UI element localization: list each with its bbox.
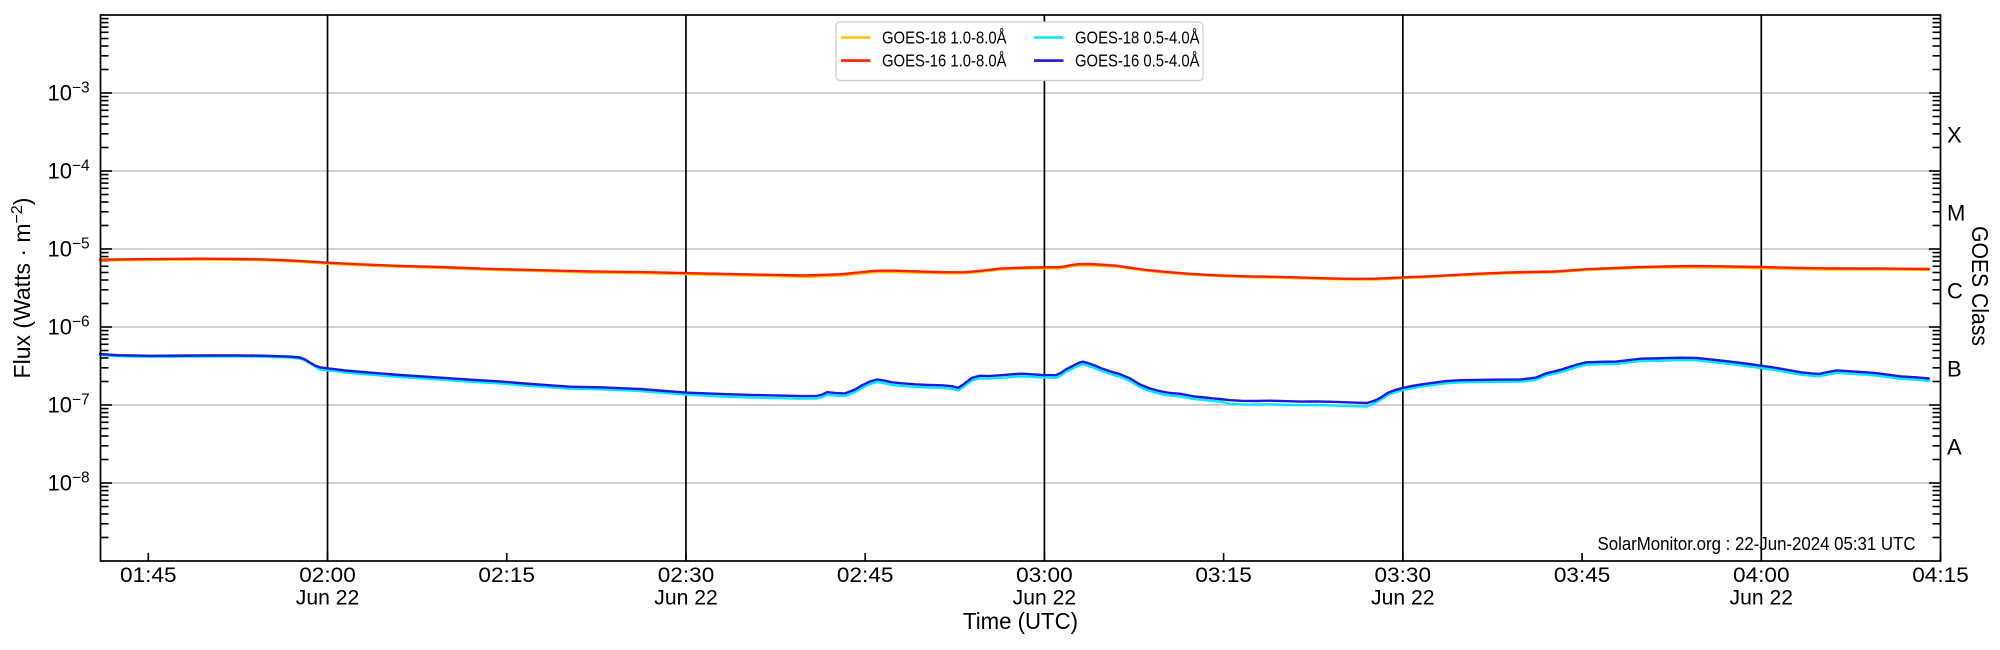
svg-text:Jun 22: Jun 22 xyxy=(1371,587,1435,610)
svg-text:03:00: 03:00 xyxy=(1016,564,1073,587)
svg-text:03:45: 03:45 xyxy=(1554,564,1611,587)
svg-text:04:15: 04:15 xyxy=(1912,564,1969,587)
svg-text:02:30: 02:30 xyxy=(658,564,715,587)
svg-text:04:00: 04:00 xyxy=(1733,564,1790,587)
svg-text:A: A xyxy=(1947,434,1962,459)
svg-text:C: C xyxy=(1947,278,1963,303)
svg-text:02:45: 02:45 xyxy=(837,564,894,587)
svg-text:GOES-18 1.0-8.0Å: GOES-18 1.0-8.0Å xyxy=(882,28,1007,48)
svg-text:M: M xyxy=(1947,200,1965,225)
svg-text:SolarMonitor.org : 22-Jun-2024: SolarMonitor.org : 22-Jun-2024 05:31 UTC xyxy=(1598,533,1916,554)
svg-text:Flux (Watts · m−2): Flux (Watts · m−2) xyxy=(9,198,35,379)
svg-text:GOES Class: GOES Class xyxy=(1967,226,1993,346)
svg-text:03:30: 03:30 xyxy=(1375,564,1432,587)
svg-text:GOES-18 0.5-4.0Å: GOES-18 0.5-4.0Å xyxy=(1075,28,1200,48)
svg-text:Jun 22: Jun 22 xyxy=(1730,587,1794,610)
svg-text:10−4: 10−4 xyxy=(48,158,91,184)
svg-text:Jun 22: Jun 22 xyxy=(296,587,360,610)
svg-text:02:00: 02:00 xyxy=(299,564,356,587)
svg-text:GOES-16 1.0-8.0Å: GOES-16 1.0-8.0Å xyxy=(882,51,1007,71)
svg-text:03:15: 03:15 xyxy=(1195,564,1252,587)
svg-text:01:45: 01:45 xyxy=(120,564,177,587)
svg-text:Time (UTC): Time (UTC) xyxy=(963,608,1078,634)
svg-text:GOES-16 0.5-4.0Å: GOES-16 0.5-4.0Å xyxy=(1075,51,1200,71)
svg-text:Jun 22: Jun 22 xyxy=(654,587,718,610)
svg-text:Jun 22: Jun 22 xyxy=(1013,587,1077,610)
svg-text:02:15: 02:15 xyxy=(478,564,535,587)
svg-text:X: X xyxy=(1947,122,1962,147)
svg-text:B: B xyxy=(1947,356,1962,381)
